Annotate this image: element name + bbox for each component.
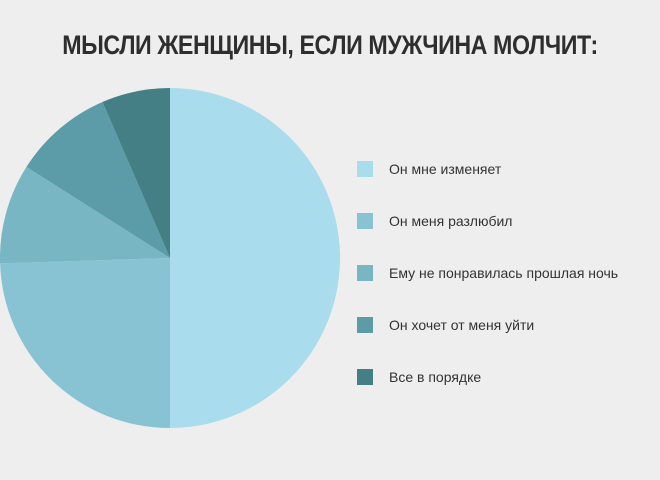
legend-swatch (357, 317, 373, 333)
legend-item: Он меня разлюбил (357, 212, 512, 230)
legend-swatch (357, 369, 373, 385)
chart-title: МЫСЛИ ЖЕНЩИНЫ, ЕСЛИ МУЖЧИНА МОЛЧИТ: (62, 30, 598, 60)
legend-item: Ему не понравилась прошлая ночь (357, 264, 618, 282)
legend-label: Он мне изменяет (389, 161, 502, 177)
legend-swatch (357, 265, 373, 281)
legend-swatch (357, 161, 373, 177)
pie-slice (102, 88, 170, 258)
legend-item: Он хочет от меня уйти (357, 316, 534, 334)
legend-swatch (357, 213, 373, 229)
legend-label: Он хочет от меня уйти (389, 317, 535, 333)
legend-item: Он мне изменяет (357, 160, 501, 178)
pie-slice (0, 258, 171, 428)
legend-label: Ему не понравилась прошлая ночь (389, 265, 619, 281)
pie-slice (170, 88, 340, 428)
legend-item: Все в порядке (357, 368, 481, 386)
pie-slice (26, 101, 171, 258)
legend-label: Все в порядке (389, 369, 482, 385)
legend-label: Он меня разлюбил (389, 213, 513, 229)
pie-slice (0, 166, 170, 264)
